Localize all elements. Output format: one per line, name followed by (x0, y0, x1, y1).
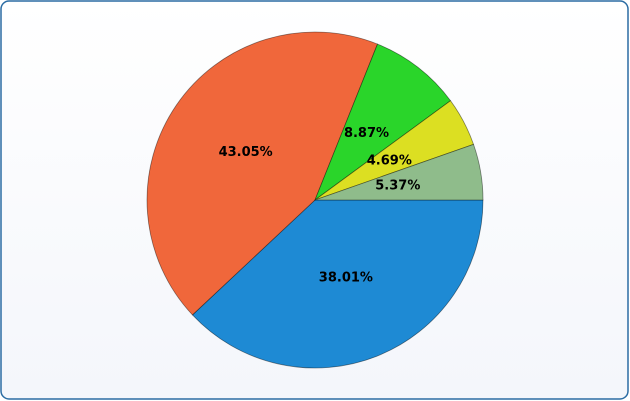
pie-slice (314, 43, 452, 202)
pie-slice (191, 199, 484, 369)
data-label: 8.87% (344, 126, 389, 141)
pie-slice (314, 143, 484, 201)
pie-slice (146, 31, 379, 316)
data-label: 43.05% (219, 145, 273, 160)
data-label: 4.69% (367, 153, 412, 168)
data-label: 5.37% (375, 178, 420, 193)
pie-slice (314, 100, 475, 201)
labels: 38.01% 43.05% 8.87% 4.69% 5.37% (219, 126, 421, 285)
data-label: 38.01% (319, 271, 373, 286)
pie (146, 31, 484, 369)
